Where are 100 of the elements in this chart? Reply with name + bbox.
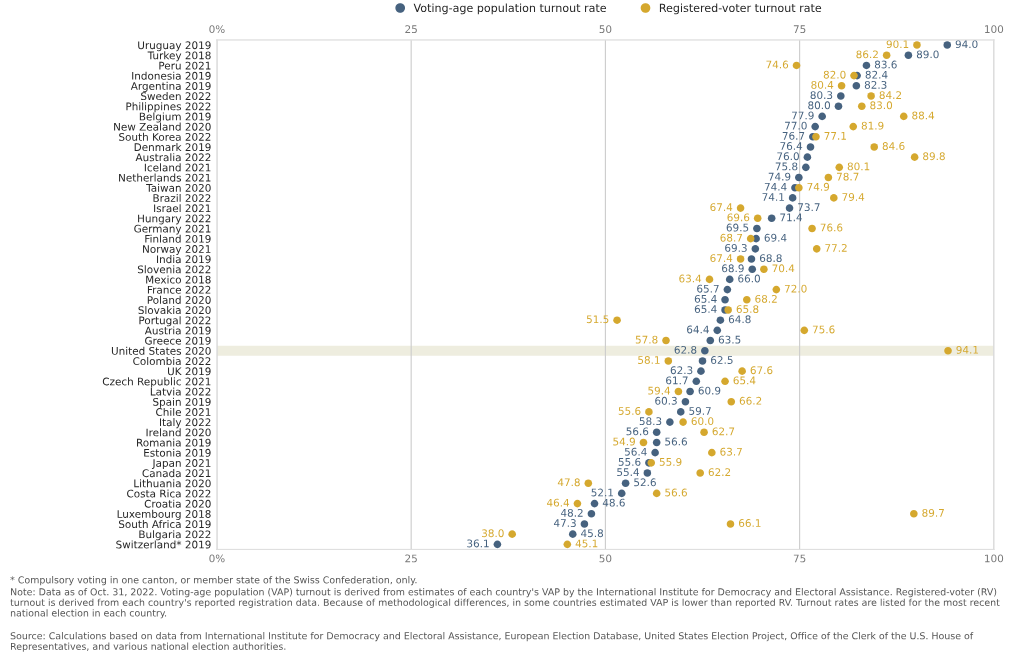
x-tick-label: 0% (209, 554, 225, 563)
x-tick-label: 75 (793, 554, 806, 563)
data-label: 55.4 (617, 468, 639, 477)
data-label: 58.3 (639, 417, 662, 426)
data-label: 63.5 (718, 335, 741, 344)
data-label: 68.8 (759, 254, 782, 263)
data-label: 90.1 (886, 40, 909, 49)
y-tick-label: Philippines 2022 (126, 102, 211, 113)
y-tick-label: Brazil 2022 (153, 193, 211, 203)
y-tick-label: Netherlands 2021 (119, 173, 211, 182)
data-label: 66.0 (738, 274, 760, 283)
data-label: 65.4 (733, 376, 756, 385)
data-label: 63.7 (720, 447, 742, 456)
y-tick-label: Luxembourg 2018 (117, 509, 211, 520)
data-label: 80.3 (810, 91, 833, 100)
y-tick-label: Japan 2021 (151, 459, 211, 469)
data-label: 60.0 (691, 417, 714, 426)
y-tick-label: Czech Republic 2021 (102, 377, 211, 388)
data-label: 69.3 (725, 243, 747, 252)
data-label: 62.2 (708, 468, 731, 477)
data-label: 67.6 (750, 366, 773, 375)
y-tick-label: Poland 2020 (147, 295, 211, 304)
y-tick-label: Slovakia 2020 (138, 306, 211, 315)
y-tick-label: Italy 2022 (159, 418, 211, 429)
data-label: 55.9 (659, 457, 682, 466)
data-label: 64.8 (728, 315, 751, 324)
data-label: 55.6 (618, 457, 641, 466)
y-tick-label: Austria 2019 (144, 326, 211, 335)
y-tick-label: Bulgaria 2022 (139, 530, 211, 541)
y-tick-label: India 2019 (157, 255, 211, 264)
y-tick-label: Ireland 2020 (146, 428, 211, 437)
y-tick-label: Taiwan 2020 (146, 183, 211, 192)
y-tick-label: Turkey 2018 (147, 51, 211, 62)
y-tick-label: Australia 2022 (135, 153, 211, 162)
y-tick-label: New Zealand 2020 (114, 122, 211, 131)
y-tick-label: Finland 2019 (145, 234, 211, 243)
y-tick-label: France 2022 (147, 285, 211, 294)
data-label: 36.1 (467, 539, 489, 548)
data-label: 75.6 (812, 325, 835, 334)
y-tick-label: Lithuania 2020 (134, 479, 211, 488)
x2-tick-label: 100 (985, 25, 1004, 34)
data-label: 59.4 (648, 386, 671, 395)
y-tick-label: Switzerland* 2019 (116, 540, 211, 549)
data-label: 62.8 (674, 345, 697, 354)
y-tick-label: South Africa 2019 (118, 520, 211, 529)
y-tick-label: Romania 2019 (137, 438, 211, 447)
x2-tick-label: 0% (209, 25, 225, 34)
data-label: 70.4 (772, 264, 795, 273)
data-label: 69.5 (726, 223, 749, 232)
y-tick-label: Norway 2021 (143, 245, 211, 255)
data-label: 66.2 (739, 396, 762, 405)
x-tick-label: 100 (985, 554, 1004, 563)
x2-tick-label: 50 (599, 25, 612, 34)
y-tick-label: South Korea 2022 (119, 132, 211, 141)
legend-label: Registered-voter turnout rate (659, 3, 822, 15)
data-label: 89.0 (916, 50, 939, 59)
data-label: 65.4 (694, 305, 717, 314)
data-label: 86.2 (856, 50, 878, 59)
data-label: 51.5 (586, 315, 609, 324)
data-label: 48.6 (602, 498, 625, 507)
data-label: 56.6 (665, 488, 687, 497)
y-tick-label: Germany 2021 (134, 224, 211, 235)
y-tick-label: Croatia 2020 (144, 499, 211, 508)
data-label: 76.0 (777, 152, 799, 161)
data-label: 60.3 (655, 396, 677, 405)
data-label: 73.7 (798, 203, 820, 212)
data-label: 80.0 (808, 101, 831, 110)
data-label: 38.0 (482, 529, 504, 538)
x-tick-label: 50 (599, 554, 612, 563)
data-label: 48.2 (560, 508, 583, 517)
y-tick-label: Peru 2021 (159, 61, 211, 70)
data-label: 62.5 (711, 356, 733, 364)
data-label: 65.8 (736, 305, 759, 314)
y-tick-label: Colombia 2022 (133, 356, 211, 366)
y-tick-label: Slovenia 2022 (137, 265, 211, 274)
y-tick-label: Israel 2021 (154, 204, 211, 213)
y-tick-label: Sweden 2022 (141, 92, 211, 101)
data-label: 68.7 (720, 233, 743, 242)
data-label: 46.4 (546, 498, 570, 507)
y-tick-label: Iceland 2021 (144, 163, 211, 172)
data-label: 71.4 (780, 213, 803, 222)
data-label: 69.4 (764, 233, 787, 242)
data-label: 66.1 (738, 519, 761, 527)
y-tick-label: Denmark 2019 (134, 143, 211, 152)
data-label: 54.9 (613, 437, 635, 446)
data-label: 64.4 (687, 325, 709, 334)
data-label: 58.1 (638, 356, 660, 364)
data-label: 57.8 (635, 335, 658, 344)
data-label: 74.4 (764, 182, 787, 191)
y-tick-label: Argentina 2019 (130, 81, 211, 92)
data-label: 81.9 (861, 121, 884, 130)
data-label: 76.6 (820, 223, 843, 232)
y-tick-label: Canada 2021 (142, 469, 211, 478)
y-tick-label: Costa Rica 2022 (127, 489, 211, 498)
data-label: 56.4 (624, 447, 647, 456)
data-label: 82.4 (865, 70, 888, 79)
data-label: 82.3 (864, 80, 887, 89)
y-tick-label: UK 2019 (168, 367, 211, 376)
data-label: 74.6 (766, 60, 789, 69)
text: * Compulsory voting in one canton, or member state of the Swiss Confederation, only. (10, 576, 417, 586)
